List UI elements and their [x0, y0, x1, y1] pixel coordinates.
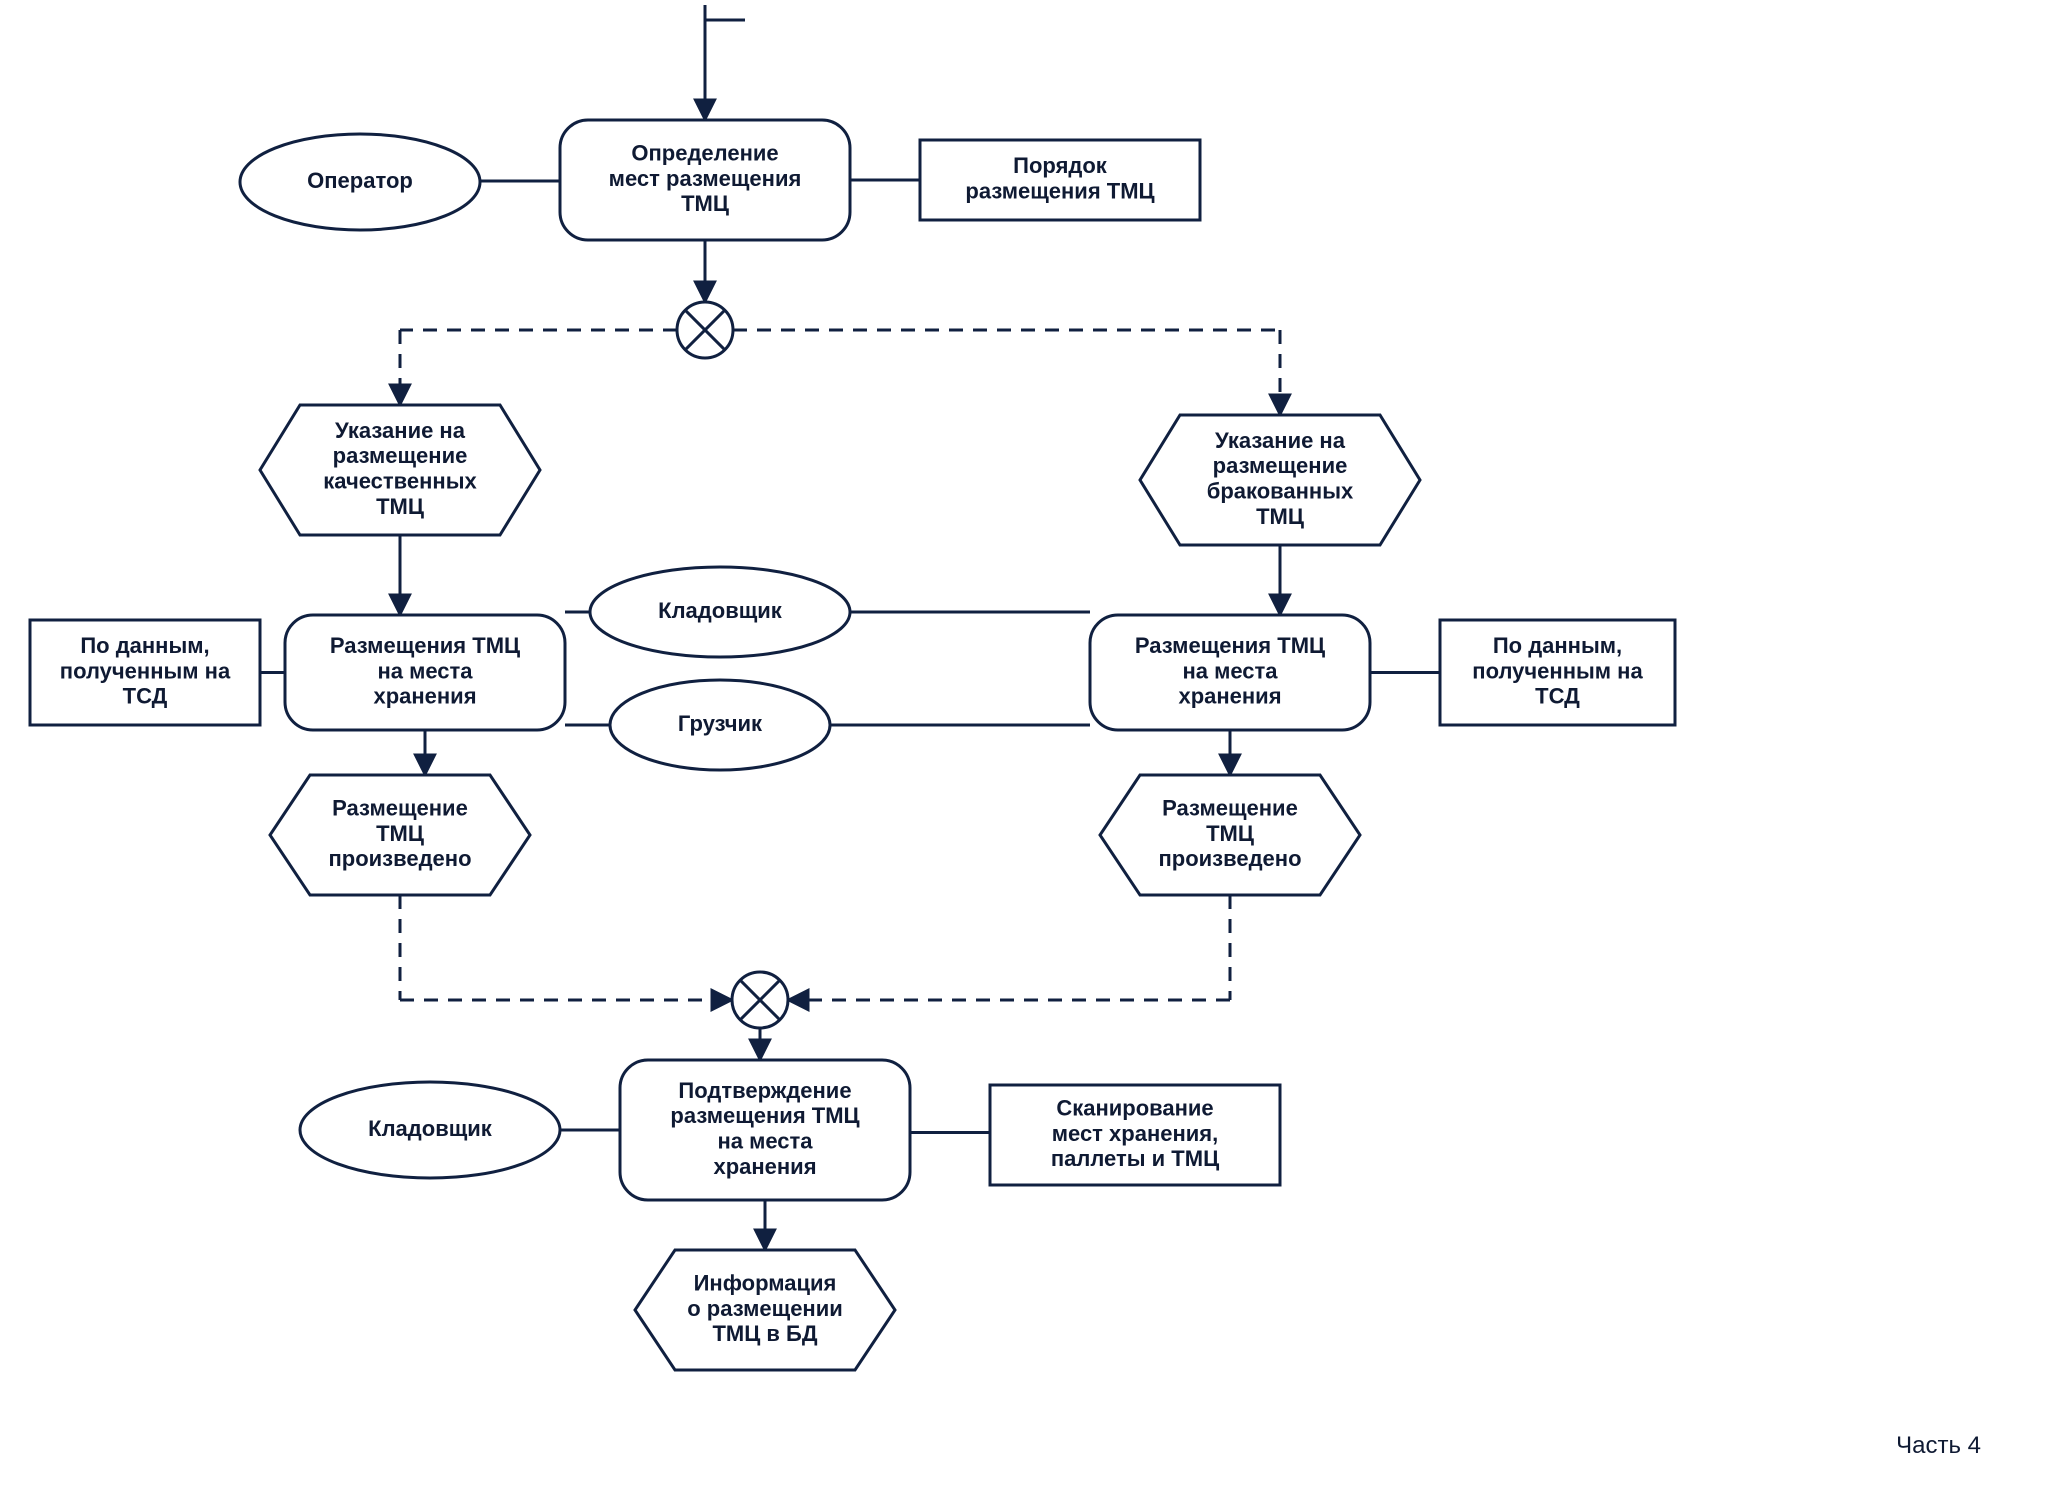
svg-text:Размещение: Размещение	[1162, 796, 1298, 821]
svg-text:на места: на места	[377, 658, 473, 683]
svg-text:размещения ТМЦ: размещения ТМЦ	[965, 178, 1154, 203]
svg-text:на места: на места	[1182, 658, 1278, 683]
svg-text:Грузчик: Грузчик	[678, 711, 763, 736]
svg-text:Определение: Определение	[631, 141, 778, 166]
svg-text:Кладовщик: Кладовщик	[658, 598, 783, 623]
svg-text:полученным на: полученным на	[60, 658, 231, 683]
svg-text:хранения: хранения	[713, 1154, 816, 1179]
svg-text:произведено: произведено	[328, 846, 471, 871]
svg-text:ТМЦ: ТМЦ	[681, 191, 729, 216]
svg-text:хранения: хранения	[373, 684, 476, 709]
svg-text:качественных: качественных	[323, 468, 477, 493]
svg-text:Указание на: Указание на	[1215, 428, 1346, 453]
svg-text:ТМЦ: ТМЦ	[1256, 504, 1304, 529]
svg-text:Размещения ТМЦ: Размещения ТМЦ	[330, 633, 520, 658]
svg-text:Порядок: Порядок	[1013, 153, 1108, 178]
svg-text:По данным,: По данным,	[1493, 633, 1622, 658]
svg-text:Сканирование: Сканирование	[1056, 1096, 1213, 1121]
svg-text:Указание на: Указание на	[335, 418, 466, 443]
svg-text:на места: на места	[717, 1128, 813, 1153]
svg-text:о размещении: о размещении	[687, 1296, 843, 1321]
svg-text:Размещение: Размещение	[332, 796, 468, 821]
svg-text:размещение: размещение	[333, 443, 468, 468]
svg-text:паллеты и ТМЦ: паллеты и ТМЦ	[1051, 1146, 1219, 1171]
svg-text:По данным,: По данным,	[80, 633, 209, 658]
svg-text:хранения: хранения	[1178, 684, 1281, 709]
svg-text:Информация: Информация	[694, 1271, 837, 1296]
page-footer: Часть 4	[1896, 1432, 1981, 1459]
svg-text:Размещения ТМЦ: Размещения ТМЦ	[1135, 633, 1325, 658]
svg-text:ТМЦ в БД: ТМЦ в БД	[712, 1321, 817, 1346]
svg-text:ТМЦ: ТМЦ	[1206, 821, 1254, 846]
svg-text:размещения ТМЦ: размещения ТМЦ	[670, 1103, 859, 1128]
svg-text:Кладовщик: Кладовщик	[368, 1116, 493, 1141]
svg-text:полученным на: полученным на	[1472, 658, 1643, 683]
svg-text:мест размещения: мест размещения	[609, 166, 802, 191]
svg-text:Подтверждение: Подтверждение	[678, 1078, 851, 1103]
flowchart-canvas: ОператорОпределениемест размещенияТМЦПор…	[0, 0, 2071, 1493]
svg-text:мест хранения,: мест хранения,	[1052, 1121, 1219, 1146]
svg-text:бракованных: бракованных	[1207, 478, 1354, 503]
svg-text:ТСД: ТСД	[1535, 684, 1580, 709]
svg-text:ТСД: ТСД	[123, 684, 168, 709]
svg-text:произведено: произведено	[1158, 846, 1301, 871]
svg-text:размещение: размещение	[1213, 453, 1348, 478]
svg-text:ТМЦ: ТМЦ	[376, 494, 424, 519]
svg-text:Оператор: Оператор	[307, 168, 413, 193]
svg-text:ТМЦ: ТМЦ	[376, 821, 424, 846]
